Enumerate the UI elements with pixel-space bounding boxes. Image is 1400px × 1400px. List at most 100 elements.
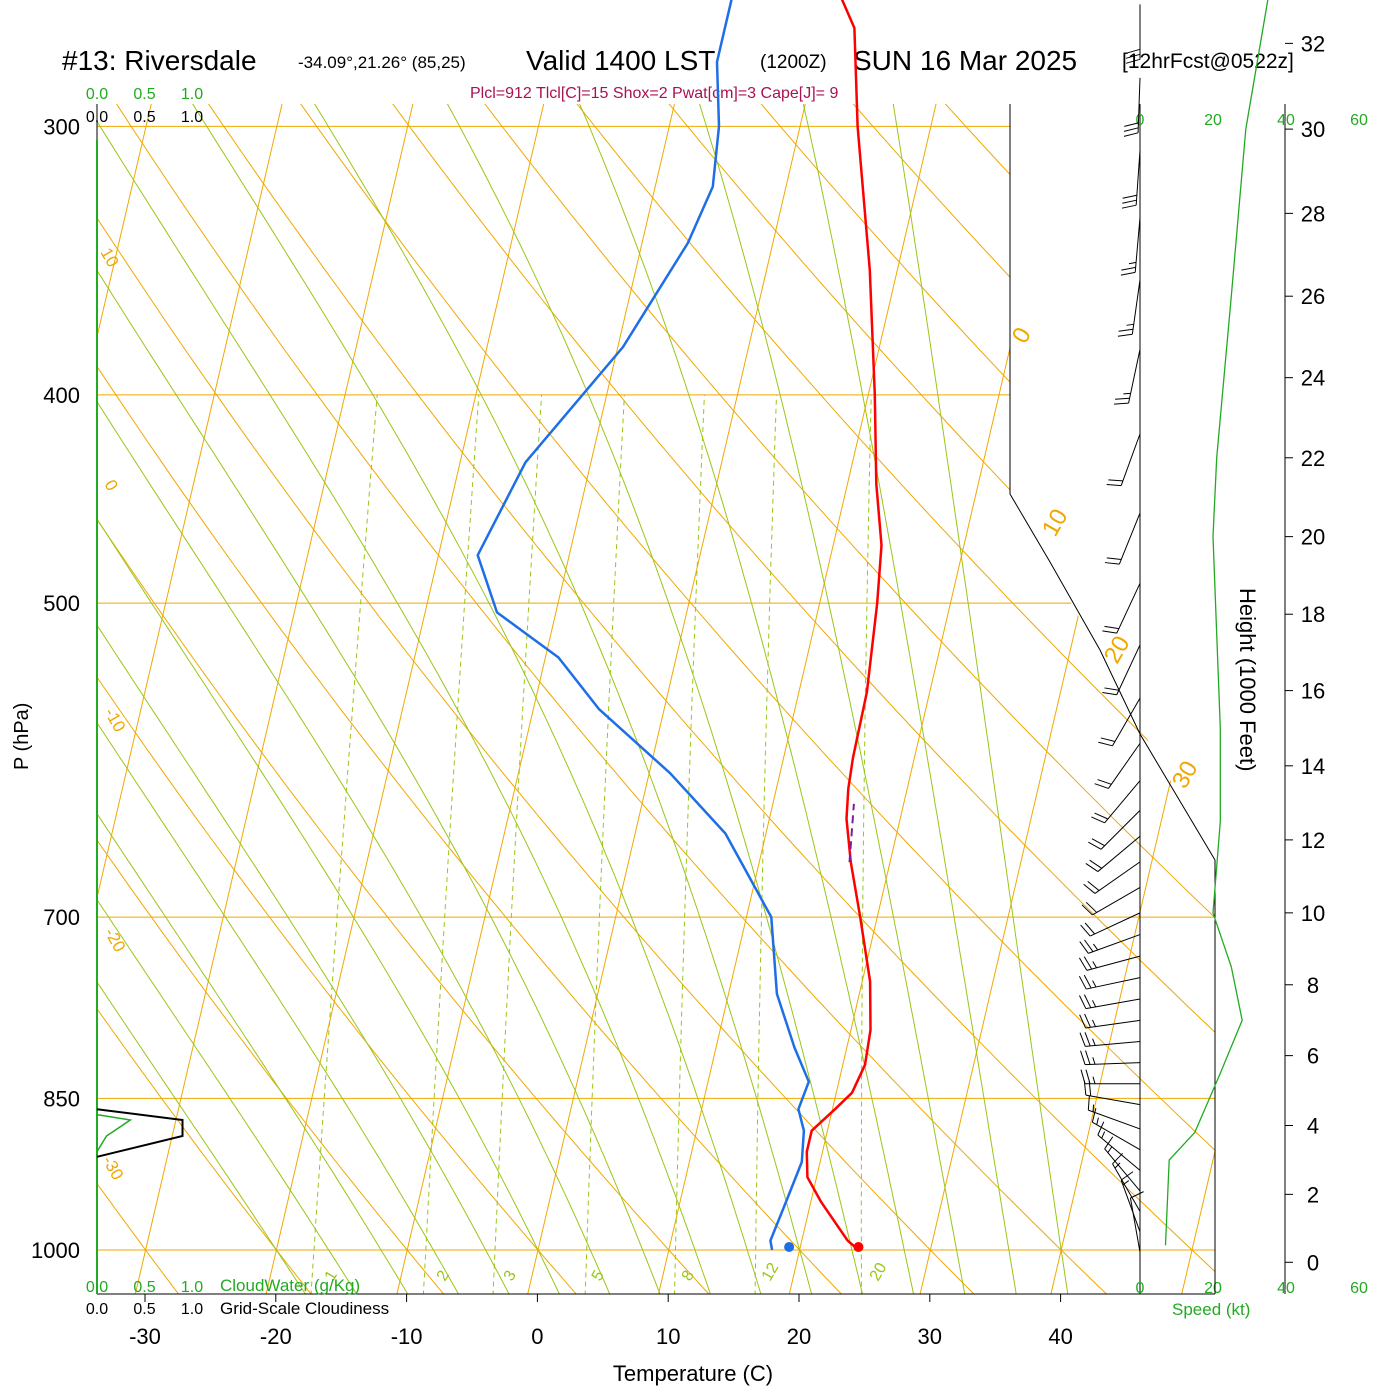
wind-barb-flag — [1122, 194, 1137, 199]
moist-adiabat-line — [97, 104, 386, 1294]
cloudiness-tick-bottom: 0.0 — [86, 1301, 108, 1318]
wind-panel — [1078, 0, 1269, 1253]
wind-barb — [1129, 1191, 1144, 1253]
cloudwater-tick-top: 0.5 — [133, 86, 155, 103]
wind-barb-flag — [1080, 1050, 1086, 1065]
wind-barb — [1102, 583, 1141, 634]
isotherm-line — [1050, 104, 1215, 1294]
dry-adiabat-line — [608, 104, 1215, 1294]
wind-barb — [1102, 644, 1141, 696]
dry-adiabat-line — [521, 104, 1215, 1294]
wind-barb — [1123, 77, 1141, 137]
wind-barb — [1080, 912, 1141, 937]
isotherm-label: 0 — [1007, 323, 1037, 348]
speed-tick-label-bottom: 60 — [1350, 1280, 1368, 1297]
cloudwater-tick-top: 0.0 — [86, 86, 108, 103]
dry-adiabat-line — [97, 104, 348, 1294]
isotherm-label: 10 — [1037, 504, 1074, 541]
wind-barb-half — [1092, 980, 1097, 988]
wind-barb-flag — [1083, 956, 1093, 970]
wind-barb-staff — [1085, 998, 1141, 1010]
isotherm-line — [788, 104, 1068, 1294]
dry-adiabat-line — [347, 104, 1215, 1294]
moist-adiabat-line — [97, 104, 581, 1294]
dry-adiabat-line — [173, 104, 1215, 1294]
height-tick-label: 30 — [1301, 117, 1325, 142]
cloud-ticks: 0.0 0.0 0.0 0.0 0.5 0.5 0.5 0.5 1.0 1.0 1.0 1.0 — [86, 86, 203, 1318]
wind-barb-half — [1092, 1038, 1096, 1046]
height-tick-label: 28 — [1301, 201, 1325, 226]
wind-barb — [1080, 1050, 1141, 1066]
wind-barb-flag — [1115, 397, 1130, 400]
wind-barb-flag — [1084, 1032, 1091, 1047]
speed-tick-label-top: 40 — [1277, 112, 1295, 129]
wind-barb-flag — [1124, 127, 1139, 132]
isotherm-label: 0 — [101, 477, 122, 495]
temperature-tick-label: -30 — [129, 1324, 161, 1349]
cloudiness-tick-top: 1.0 — [181, 109, 203, 126]
wind-barb — [1112, 1152, 1141, 1212]
dry-adiabat-line — [97, 104, 886, 1294]
wind-barb-staff — [1120, 433, 1141, 486]
mixing-ratio-line — [422, 394, 480, 1294]
isotherm-line — [1181, 104, 1215, 1294]
wind-barb — [1097, 1121, 1141, 1171]
wind-barb-staff — [1116, 644, 1141, 695]
pressure-tick-label: 400 — [43, 383, 80, 408]
wind-barb — [1079, 1013, 1141, 1029]
wind-barb — [1078, 955, 1141, 971]
wind-barb-flag — [1085, 1069, 1091, 1084]
wind-barb-half — [1101, 1131, 1106, 1139]
wind-barb-flag — [1094, 812, 1109, 820]
parcel-line — [848, 803, 855, 863]
mixing-ratio-label: 3 — [501, 1268, 520, 1284]
wind-barb-flag — [1087, 881, 1100, 891]
chart-title-station: #13: Riversdale — [62, 45, 257, 76]
wind-barb-staff — [1085, 1019, 1141, 1029]
wind-barb — [1079, 934, 1141, 954]
mixing-ratio-line — [492, 394, 543, 1294]
wind-barb — [1120, 1171, 1141, 1233]
wind-barb-staff — [1097, 835, 1141, 872]
cloud-profile — [96, 1108, 184, 1158]
isotherm-label: -30 — [99, 1153, 128, 1184]
wind-barb-half — [1096, 1117, 1099, 1125]
height-tick-label: 24 — [1301, 366, 1325, 391]
wind-barb-flag — [1125, 48, 1141, 54]
isotherm-line — [265, 104, 545, 1294]
height-tick-label: 12 — [1301, 828, 1325, 853]
wind-barb — [1081, 887, 1141, 916]
wind-barb-staff — [1086, 977, 1141, 990]
wind-barb — [1120, 217, 1141, 276]
chart-title-fcst: [12hrFcst@0522z] — [1122, 50, 1294, 73]
wind-barb-flag — [1083, 974, 1092, 989]
wind-barb-flag — [1083, 883, 1096, 894]
wind-barb-flag — [1118, 328, 1134, 332]
temperature-ticks: -30 -20 -10 0 10 20 30 40 — [129, 1294, 1073, 1349]
moist-adiabat-line — [97, 104, 630, 1294]
wind-barb-staff — [1104, 780, 1141, 824]
mixing-ratio-label: 5 — [589, 1268, 608, 1284]
speed-tick-label-bottom: 0 — [1136, 1280, 1145, 1297]
wind-barb-half — [1107, 1146, 1113, 1153]
wind-barb-flag — [1084, 922, 1096, 935]
wind-barb-flag — [1084, 1013, 1091, 1028]
wind-barb — [1078, 974, 1141, 990]
x-axis-label: Temperature (C) — [613, 1361, 773, 1386]
isotherm-line — [1313, 104, 1400, 1294]
wind-barb-staff — [1137, 77, 1141, 133]
isotherm-label: 10 — [97, 245, 123, 271]
dry-adiabat-line — [434, 104, 1215, 1294]
temperature-line — [805, 0, 883, 1251]
height-tick-label: 0 — [1307, 1250, 1319, 1275]
speed-tick-label-top: 20 — [1204, 112, 1222, 129]
wind-barb-flag — [1123, 132, 1139, 137]
mixing-ratio-label: 8 — [679, 1268, 698, 1284]
wind-barb-flag — [1097, 779, 1112, 785]
cloudiness-profile-line — [96, 1108, 184, 1158]
wind-barb-flag — [1100, 737, 1116, 742]
cloudwater-tick-bottom: 0.5 — [133, 1279, 155, 1296]
wind-barb — [1114, 349, 1141, 405]
wind-barb-staff — [1088, 934, 1141, 954]
